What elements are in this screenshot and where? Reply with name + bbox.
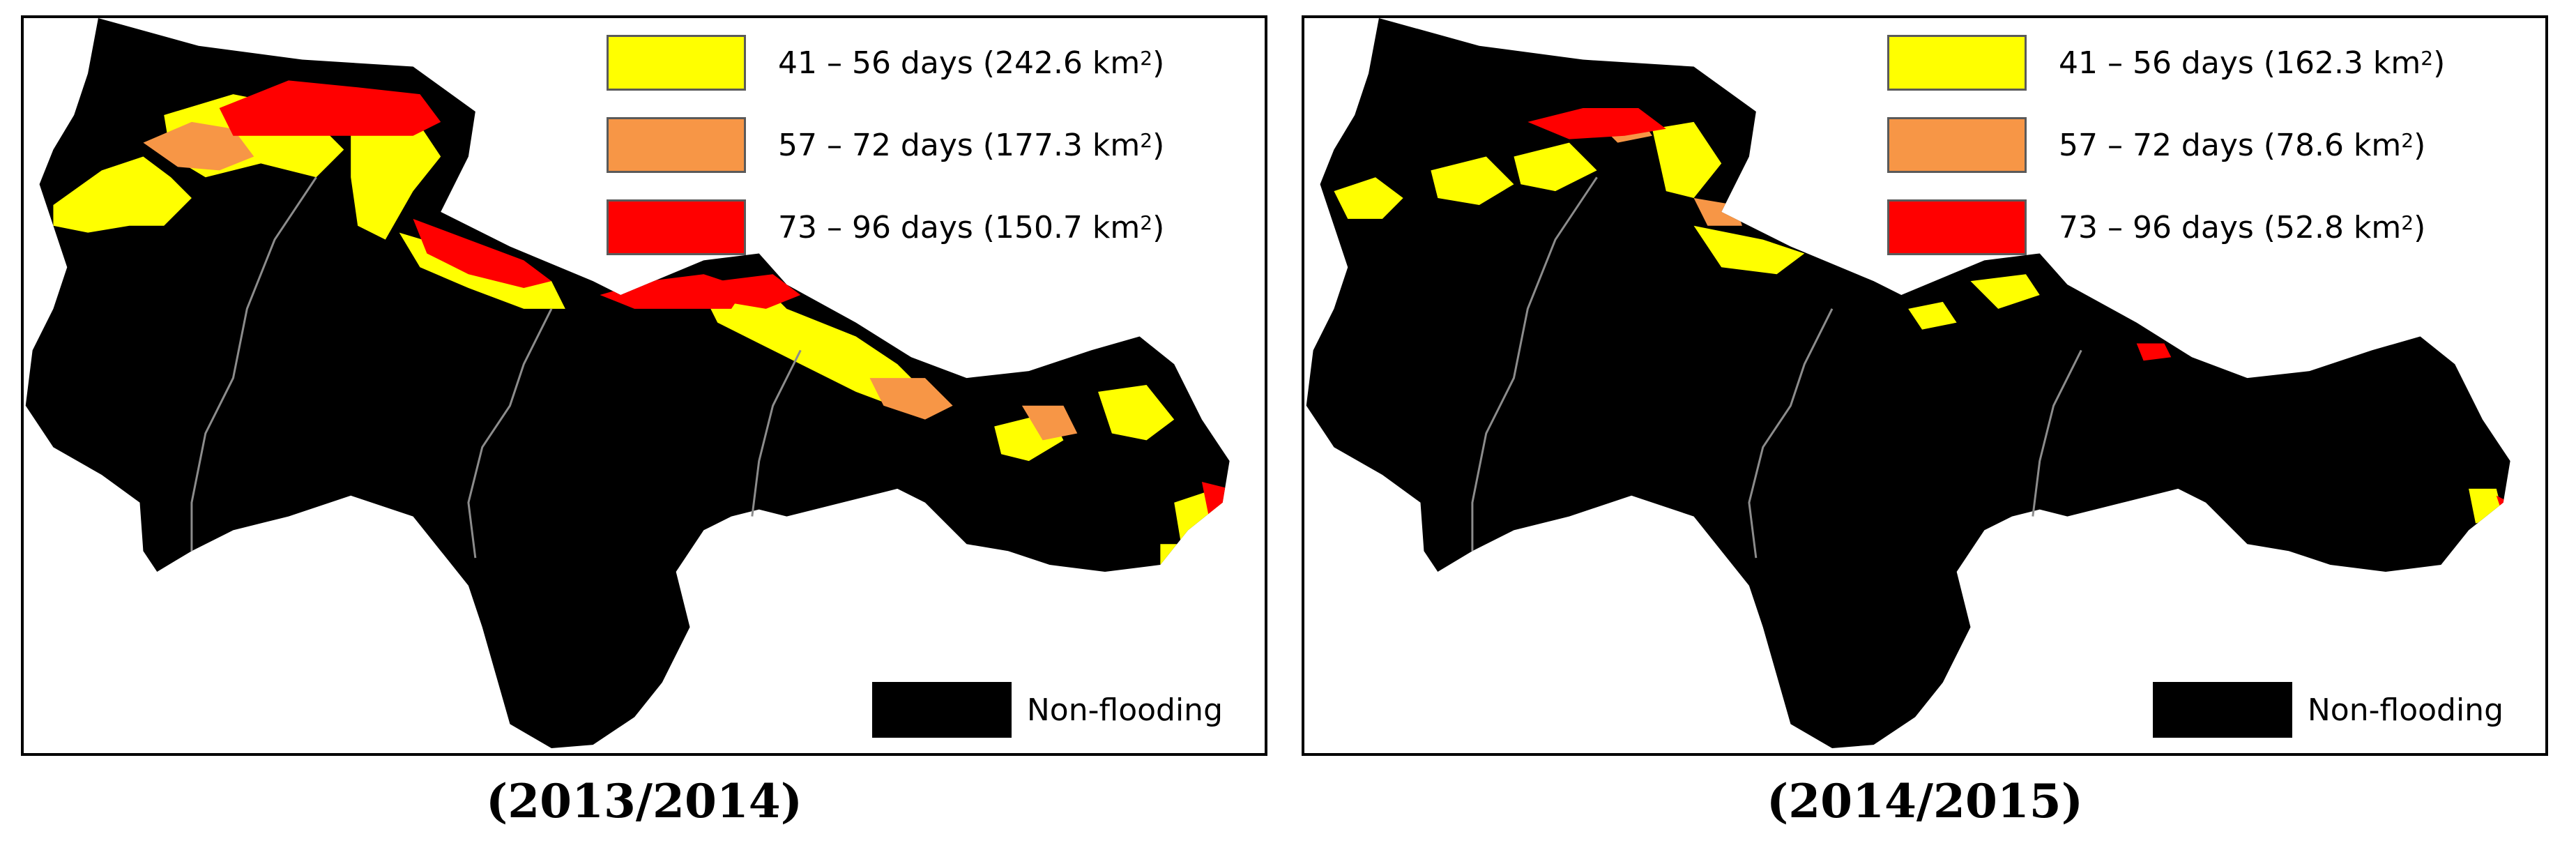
district-boundaries [1471,176,2082,559]
caption-2014-2015: (2014/2015) [1767,774,2083,828]
patch-41-56-days [1334,121,2503,524]
map-panel-2013-2014: 41 – 56 days (242.6 km2) 57 – 72 days (1… [21,15,1267,756]
non-flooding-label: Non-flooding [1026,692,1223,728]
legend-label: 73 – 96 days (52.8 km2) [2059,209,2426,245]
patch-57-72-days [143,121,1078,441]
legend-label: 73 – 96 days (150.7 km2) [778,209,1165,245]
flood-duration-map [1306,18,2510,749]
legend-label: 41 – 56 days (242.6 km2) [778,45,1165,81]
legend-swatch-red [607,199,746,255]
legend-non-flooding: Non-flooding [2152,682,2503,738]
legend-swatch-red [1887,199,2027,255]
caption-2013-2014: (2013/2014) [486,774,802,828]
legend-swatch-orange [1887,117,2027,173]
legend-label: 41 – 56 days (162.3 km2) [2059,45,2446,81]
legend-row-73-96: 73 – 96 days (52.8 km2) [1887,190,2529,265]
legend-swatch-yellow [607,35,746,91]
patch-73-96-days [1527,108,2510,517]
legend-label: 57 – 72 days (177.3 km2) [778,127,1165,163]
legend: 41 – 56 days (242.6 km2) 57 – 72 days (1… [607,25,1248,272]
legend-swatch-yellow [1887,35,2027,91]
flood-duration-map [25,18,1230,749]
legend-swatch-black [2152,682,2292,738]
legend-swatch-black [871,682,1012,738]
legend-row-41-56: 41 – 56 days (242.6 km2) [607,25,1248,100]
legend-row-57-72: 57 – 72 days (177.3 km2) [607,107,1248,183]
map-panel-2014-2015: 41 – 56 days (162.3 km2) 57 – 72 days (7… [1302,15,2548,756]
legend-non-flooding: Non-flooding [871,682,1223,738]
flood-patches [1334,108,2510,524]
legend-swatch-orange [607,117,746,173]
patch-73-96-days [219,80,1230,517]
legend-row-57-72: 57 – 72 days (78.6 km2) [1887,107,2529,183]
legend-row-73-96: 73 – 96 days (150.7 km2) [607,190,1248,265]
legend-label: 57 – 72 days (78.6 km2) [2059,127,2426,163]
legend-row-41-56: 41 – 56 days (162.3 km2) [1887,25,2529,100]
legend: 41 – 56 days (162.3 km2) 57 – 72 days (7… [1887,25,2529,272]
district-boundaries [190,176,802,559]
non-flooding-label: Non-flooding [2307,692,2503,728]
